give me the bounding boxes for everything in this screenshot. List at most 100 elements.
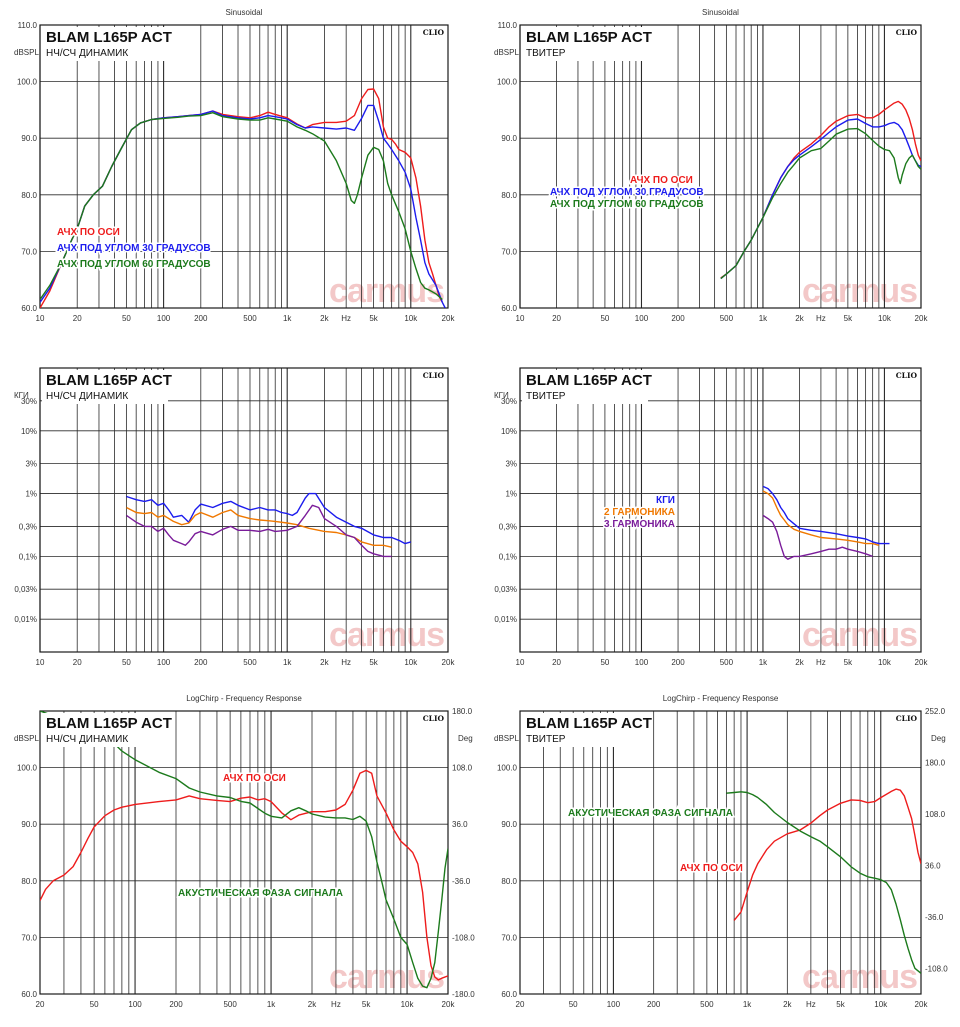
y-tick-label-right: 108.0	[925, 810, 946, 819]
x-tick-label: 500	[700, 1000, 714, 1009]
top-title: Sinusoidal	[226, 8, 263, 17]
x-tick-label: 10k	[874, 1000, 888, 1009]
top-title: LogChirp - Frequency Response	[663, 694, 779, 703]
clio-box	[893, 370, 918, 380]
title-box	[522, 713, 648, 747]
legend-label-1: КГИ	[656, 495, 675, 506]
y-tick-label: 3%	[505, 460, 517, 469]
x-tick-label: 10k	[401, 1000, 415, 1009]
x-tick-label: 2k	[320, 658, 329, 667]
chart-panel-6: carmus BLAM L165P ACT ТВИТЕР CLIO LogChirp -…	[494, 694, 948, 1009]
x-tick-label: 50	[90, 1000, 99, 1009]
x-tick-label: 10	[36, 658, 45, 667]
series-line-3	[126, 504, 392, 558]
y-axis-label: КГИ	[494, 391, 509, 400]
legend-entry: АЧХ ПО ОСИ	[629, 174, 695, 188]
y-tick-label: 0,1%	[19, 552, 37, 561]
clio-label: CLIO	[896, 28, 918, 37]
x-tick-label: 20k	[442, 314, 456, 323]
legend-label-3: 3 ГАРМОНИКА	[604, 519, 675, 530]
chart-subtitle: НЧ/СЧ ДИНАМИК	[46, 391, 128, 402]
legend-label-2: АКУСТИЧЕСКАЯ ФАЗА СИГНАЛА	[178, 888, 343, 899]
grid-vertical	[519, 368, 922, 652]
x-tick-label: 200	[194, 314, 208, 323]
plot-area	[40, 25, 448, 308]
grid-horizontal	[40, 400, 448, 620]
chart-subtitle: ТВИТЕР	[526, 391, 566, 402]
x-tick-label: 20	[552, 658, 561, 667]
y-tick-label: 3%	[25, 460, 37, 469]
y-axis-label: dBSPL	[14, 734, 39, 743]
clio-label: CLIO	[423, 714, 445, 723]
watermark-logo: carmus	[329, 616, 444, 654]
clio-label: CLIO	[896, 371, 918, 380]
legend-entry: АЧХ ПОД УГЛОМ 60 ГРАДУСОВ	[549, 198, 706, 212]
chart-panel-4: carmus BLAM L165P ACT ТВИТЕР CLIO КГИ 0,01% 0,…	[494, 367, 929, 667]
y-tick-label: 80.0	[21, 877, 37, 886]
x-tick-label: 20k	[915, 658, 929, 667]
plot-frame	[519, 710, 922, 995]
y-tick-label: 100.0	[17, 78, 38, 87]
x-tick-label: Hz	[816, 314, 826, 323]
top-title: LogChirp - Frequency Response	[186, 694, 302, 703]
y-tick-label: 0,01%	[14, 615, 37, 624]
y-tick-label: 80.0	[501, 877, 517, 886]
title-box	[42, 713, 168, 747]
legend-entry: АКУСТИЧЕСКАЯ ФАЗА СИГНАЛА	[177, 887, 345, 901]
y-tick-label: 80.0	[21, 191, 37, 200]
x-tick-label: 20	[73, 658, 82, 667]
x-tick-label: 1k	[267, 1000, 276, 1009]
x-tick-label: 1k	[759, 314, 768, 323]
series-line-3	[40, 112, 443, 301]
y-tick-label-right: 36.0	[452, 820, 468, 829]
legend-entry: АЧХ ПОД УГЛОМ 30 ГРАДУСОВ	[549, 186, 706, 200]
x-tick-label: 2k	[320, 314, 329, 323]
legend-entry: 2 ГАРМОНИКА	[603, 506, 677, 520]
legend-entry: КГИ	[655, 494, 677, 508]
top-title: Sinusoidal	[702, 8, 739, 17]
series-line-1	[40, 769, 448, 981]
y-tick-label: 70.0	[501, 247, 517, 256]
y-tick-label-right: 180.0	[452, 707, 473, 716]
x-tick-label: 5k	[369, 314, 378, 323]
legend-label-2: АЧХ ПО ОСИ	[680, 863, 743, 874]
clio-box	[893, 713, 918, 723]
chart-panel-1: carmus BLAM L165P ACT НЧ/СЧ ДИНАМИК CLIO Sin…	[14, 8, 455, 323]
watermark-logo: carmus	[802, 958, 917, 996]
chart-title: BLAM L165P ACT	[46, 372, 172, 389]
y-axis-label-right: Deg	[931, 734, 946, 743]
x-tick-label: 1k	[283, 314, 292, 323]
y-axis-label: dBSPL	[494, 734, 519, 743]
chart-subtitle: НЧ/СЧ ДИНАМИК	[46, 734, 128, 745]
title-box	[522, 27, 648, 61]
y-tick-label: 10%	[21, 427, 37, 436]
legend-entry: АЧХ ПО ОСИ	[679, 862, 745, 876]
plot-frame	[519, 367, 922, 653]
y-tick-label: 10%	[501, 427, 517, 436]
y-axis-label: dBSPL	[14, 48, 39, 57]
x-tick-label: 1k	[743, 1000, 752, 1009]
x-tick-label: 200	[647, 1000, 661, 1009]
y-tick-label: 100.0	[497, 78, 518, 87]
y-tick-label: 70.0	[21, 247, 37, 256]
x-tick-label: 20k	[442, 658, 456, 667]
chart-subtitle: ТВИТЕР	[526, 734, 566, 745]
y-tick-label: 1%	[25, 490, 37, 499]
x-tick-label: 100	[607, 1000, 621, 1009]
x-tick-label: 50	[600, 658, 609, 667]
x-tick-label: 500	[243, 314, 257, 323]
plot-frame	[39, 367, 449, 653]
x-tick-label: 200	[169, 1000, 183, 1009]
x-tick-label: 50	[122, 658, 131, 667]
chart-subtitle: НЧ/СЧ ДИНАМИК	[46, 48, 128, 59]
series-line-1	[733, 788, 921, 921]
x-tick-label: 20	[516, 1000, 525, 1009]
plot-area	[520, 368, 921, 652]
y-tick-label: 90.0	[21, 134, 37, 143]
chart-title: BLAM L165P ACT	[46, 715, 172, 732]
x-tick-label: 2k	[795, 658, 804, 667]
title-box	[42, 27, 168, 61]
chart-title: BLAM L165P ACT	[526, 715, 652, 732]
x-tick-label: 5k	[844, 658, 853, 667]
x-tick-label: 500	[243, 658, 257, 667]
